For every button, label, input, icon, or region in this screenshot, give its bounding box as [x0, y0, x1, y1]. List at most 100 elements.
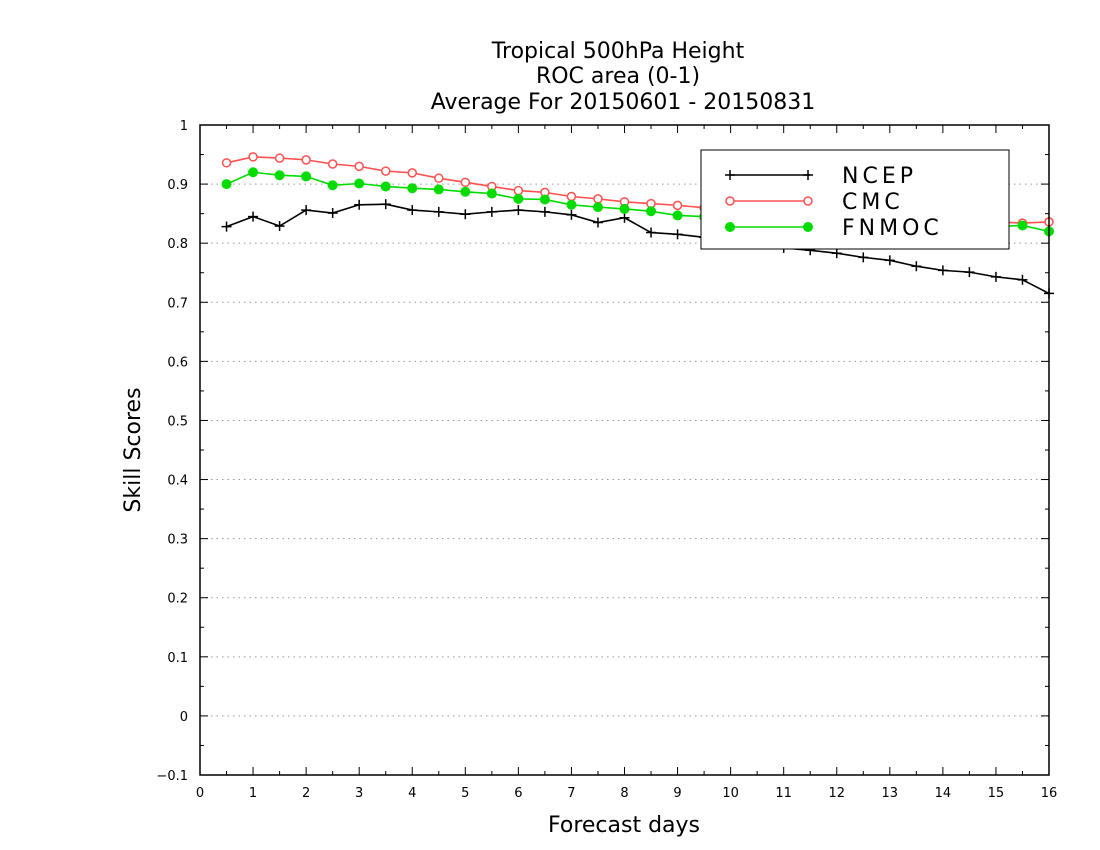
cmc-point — [407, 168, 417, 178]
legend-marker-cmc — [803, 196, 813, 206]
chart-title-line-1: Tropical 500hPa Height — [491, 39, 745, 64]
ncep-point — [248, 211, 259, 222]
ncep-point — [327, 208, 338, 219]
x-tick-label: 3 — [355, 786, 363, 801]
ncep-point — [964, 267, 975, 278]
legend-marker-fnmoc — [803, 222, 813, 232]
x-tick-label: 16 — [1041, 786, 1058, 801]
ncep-point — [539, 206, 550, 217]
ncep-point — [884, 255, 895, 266]
cmc-point — [672, 200, 683, 211]
legend-marker-fnmoc — [725, 222, 735, 232]
y-tick-label: 0.1 — [167, 651, 188, 666]
ncep-point — [937, 265, 948, 276]
ncep-point — [380, 199, 391, 210]
legend-label-cmc: CMC — [842, 190, 904, 215]
legend-entry-fnmoc: FNMOC — [725, 216, 943, 241]
ncep-point — [1017, 274, 1028, 285]
x-tick-label: 9 — [673, 786, 681, 801]
cmc-point — [327, 159, 338, 169]
ncep-point — [513, 205, 524, 216]
cmc-point — [274, 153, 285, 163]
cmc-point — [513, 185, 524, 196]
ncep-point — [646, 227, 657, 238]
x-tick-label: 5 — [461, 786, 469, 801]
x-tick-label: 2 — [302, 786, 310, 801]
cmc-point — [380, 166, 391, 176]
series-ncep — [221, 199, 1054, 299]
ncep-point — [433, 206, 444, 217]
y-tick-label: 0 — [180, 710, 188, 725]
fnmoc-point — [221, 179, 232, 190]
fnmoc-point — [513, 193, 524, 204]
y-tick-label: 1 — [180, 119, 188, 134]
gridlines — [200, 183, 1049, 717]
ncep-point — [672, 229, 683, 240]
x-tick-label: 7 — [567, 786, 575, 801]
fnmoc-point — [407, 183, 418, 194]
y-tick-label: −0.1 — [156, 769, 188, 784]
x-tick-label: 0 — [196, 786, 204, 801]
cmc-point — [434, 173, 444, 183]
y-tick-label: 0.3 — [167, 533, 188, 548]
legend-entry-cmc: CMC — [725, 190, 904, 215]
fnmoc-point — [248, 167, 259, 178]
y-tick-label: 0.2 — [167, 592, 188, 607]
ncep-point — [831, 248, 842, 259]
y-tick-label: 0.5 — [167, 414, 188, 429]
ncep-point — [619, 212, 630, 223]
y-tick-label: 0.7 — [167, 296, 188, 311]
ncep-point — [911, 261, 922, 272]
x-tick-label: 12 — [828, 786, 845, 801]
ncep-point — [460, 209, 471, 220]
fnmoc-point — [592, 202, 603, 213]
fnmoc-point — [539, 194, 550, 205]
legend-marker-cmc — [725, 196, 735, 206]
plot-frame — [199, 124, 1050, 776]
y-axis-ticks: −0.1 0 0.1 0.2 0.3 0.4 0.5 0.6 0.7 0.8 0.9 1 — [156, 119, 1049, 784]
chart-title-line-3: Average For 20150601 - 20150831 — [431, 90, 816, 115]
cmc-point — [566, 191, 577, 202]
fnmoc-point — [354, 178, 365, 189]
y-tick-label: 0.4 — [167, 474, 188, 489]
cmc-point — [248, 152, 258, 162]
ncep-point — [354, 199, 365, 210]
fnmoc-point — [672, 210, 683, 221]
fnmoc-point — [619, 203, 630, 214]
x-tick-label: 8 — [620, 786, 628, 801]
fnmoc-point — [380, 181, 391, 192]
ncep-point — [566, 209, 577, 220]
x-tick-label: 14 — [935, 786, 952, 801]
x-tick-label: 4 — [408, 786, 416, 801]
legend-label-ncep: NCEP — [842, 164, 917, 189]
fnmoc-point — [433, 184, 444, 195]
ncep-point — [407, 205, 418, 216]
ncep-point — [486, 206, 497, 217]
y-tick-label: 0.9 — [167, 178, 188, 193]
cmc-point — [460, 177, 471, 188]
legend-marker-ncep — [803, 170, 813, 180]
y-axis-label: Skill Scores — [121, 387, 146, 512]
fnmoc-point — [327, 180, 338, 191]
x-tick-label: 11 — [775, 786, 792, 801]
legend-marker-ncep — [725, 170, 735, 180]
ncep-point — [221, 221, 232, 232]
fnmoc-point — [646, 206, 657, 217]
ncep-point — [592, 217, 603, 228]
y-tick-label: 0.6 — [167, 355, 188, 370]
cmc-point — [354, 161, 364, 172]
ncep-point — [301, 205, 312, 216]
x-tick-label: 15 — [988, 786, 1005, 801]
legend-label-fnmoc: FNMOC — [842, 216, 943, 241]
x-tick-label: 1 — [249, 786, 257, 801]
fnmoc-point — [274, 170, 285, 181]
ncep-point — [858, 252, 869, 263]
chart-title-line-2: ROC area (0-1) — [536, 64, 700, 89]
fnmoc-point — [460, 186, 471, 197]
fnmoc-point — [301, 171, 312, 182]
x-tick-label: 10 — [722, 786, 739, 801]
ncep-point — [990, 271, 1001, 282]
fnmoc-point — [1017, 220, 1028, 231]
